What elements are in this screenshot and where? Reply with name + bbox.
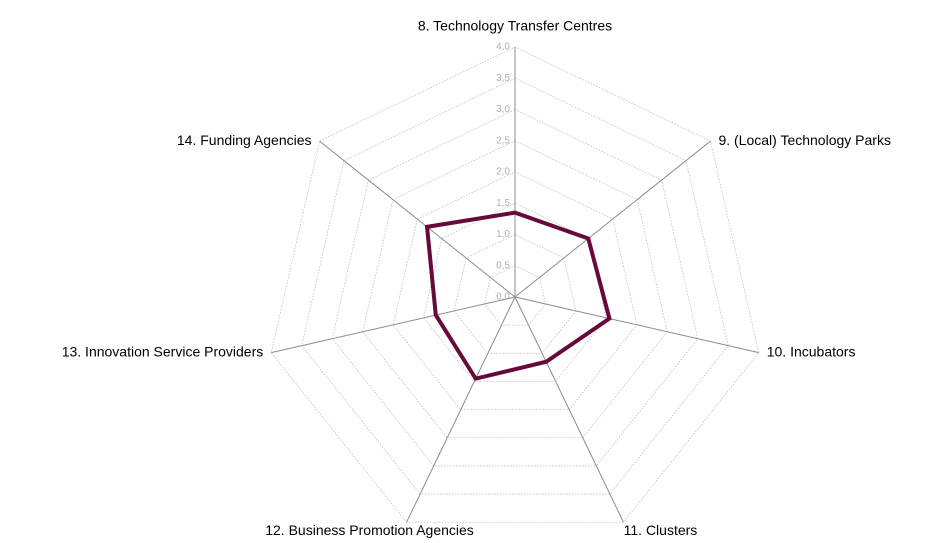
axis-line — [514, 296, 759, 354]
grid-ring — [423, 202, 607, 382]
category-label: 8. Technology Transfer Centres — [418, 18, 612, 34]
series-line — [424, 210, 612, 381]
category-label: 9. (Local) Technology Parks — [718, 132, 891, 148]
axis-line — [514, 140, 711, 298]
tick-label: 2,0 — [496, 167, 510, 178]
tick-label: 1,0 — [496, 229, 510, 240]
tick-label: 1,5 — [496, 198, 510, 209]
axis-line — [406, 296, 516, 523]
category-label: 14. Funding Agencies — [177, 132, 312, 148]
axis-line — [514, 296, 624, 523]
tick-label: 2,5 — [496, 135, 510, 146]
tick-label: 3,5 — [496, 73, 510, 84]
grid-ring — [392, 171, 638, 411]
axis-line — [319, 140, 516, 298]
category-label: 10. Incubators — [767, 343, 856, 359]
grid-ring — [453, 234, 577, 354]
tick-label: 4,0 — [496, 42, 510, 53]
category-label: 12. Business Promotion Agencies — [265, 522, 474, 538]
category-label: 11. Clusters — [624, 522, 698, 538]
axis-line — [271, 296, 516, 354]
grid-ring — [270, 46, 760, 523]
category-label: 13. Innovation Service Providers — [62, 343, 264, 359]
tick-label: 0,0 — [496, 292, 510, 303]
tick-label: 3,0 — [496, 104, 510, 115]
grid-ring — [362, 140, 668, 439]
tick-label: 0,5 — [496, 260, 510, 271]
grid-ring — [331, 109, 699, 467]
grid-ring — [301, 77, 729, 495]
